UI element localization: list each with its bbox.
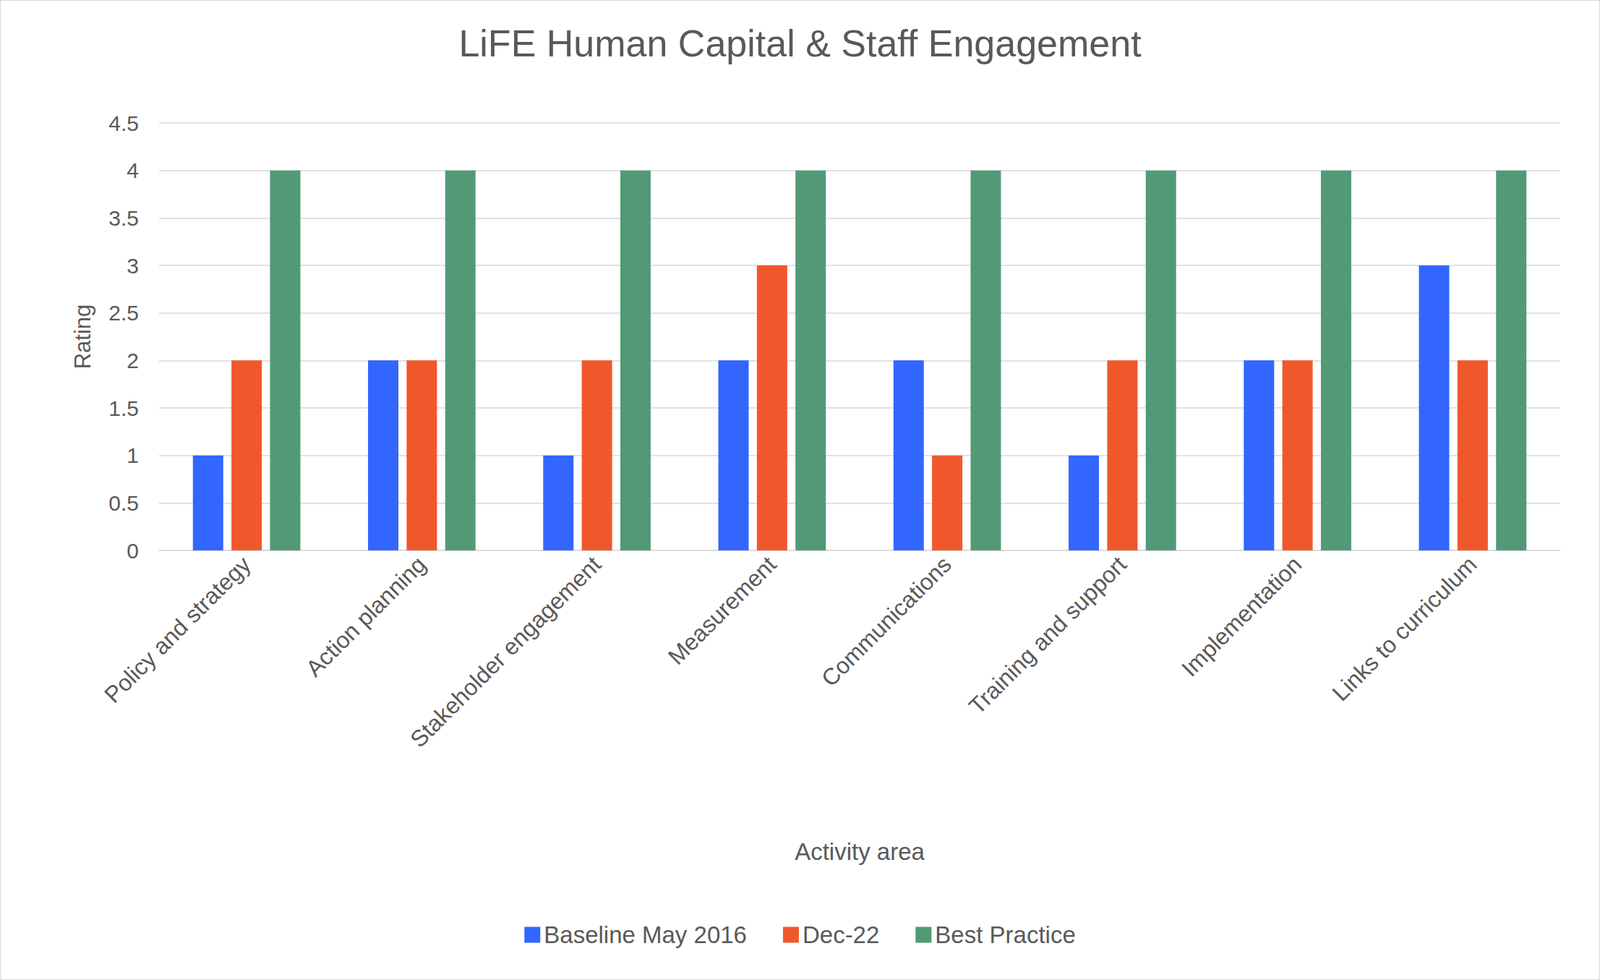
svg-text:Policy and strategy: Policy and strategy (99, 550, 256, 708)
svg-text:Baseline May 2016: Baseline May 2016 (543, 921, 747, 948)
svg-text:3: 3 (126, 253, 139, 278)
svg-text:1: 1 (126, 443, 139, 468)
svg-text:4.5: 4.5 (108, 111, 139, 136)
svg-text:Links to curriculum: Links to curriculum (1327, 550, 1483, 706)
svg-text:0: 0 (126, 538, 139, 563)
svg-text:4: 4 (126, 158, 139, 183)
svg-text:2: 2 (126, 348, 139, 373)
svg-text:Communications: Communications (816, 550, 957, 692)
svg-text:Measurement: Measurement (662, 550, 782, 670)
svg-text:0.5: 0.5 (108, 490, 139, 515)
svg-text:Dec-22: Dec-22 (802, 921, 880, 948)
svg-text:1.5: 1.5 (108, 396, 139, 421)
svg-text:LiFE Human Capital & Staff Eng: LiFE Human Capital & Staff Engagement (458, 22, 1142, 65)
svg-text:Stakeholder engagement: Stakeholder engagement (404, 550, 606, 752)
svg-text:Best Practice: Best Practice (934, 921, 1076, 948)
svg-text:3.5: 3.5 (108, 206, 139, 230)
svg-text:Action planning: Action planning (300, 550, 431, 682)
svg-text:Training and support: Training and support (963, 550, 1132, 719)
svg-text:Rating: Rating (70, 304, 96, 370)
svg-text:Activity area: Activity area (794, 837, 925, 865)
svg-text:2.5: 2.5 (108, 300, 139, 325)
svg-text:Implementation: Implementation (1176, 550, 1307, 682)
